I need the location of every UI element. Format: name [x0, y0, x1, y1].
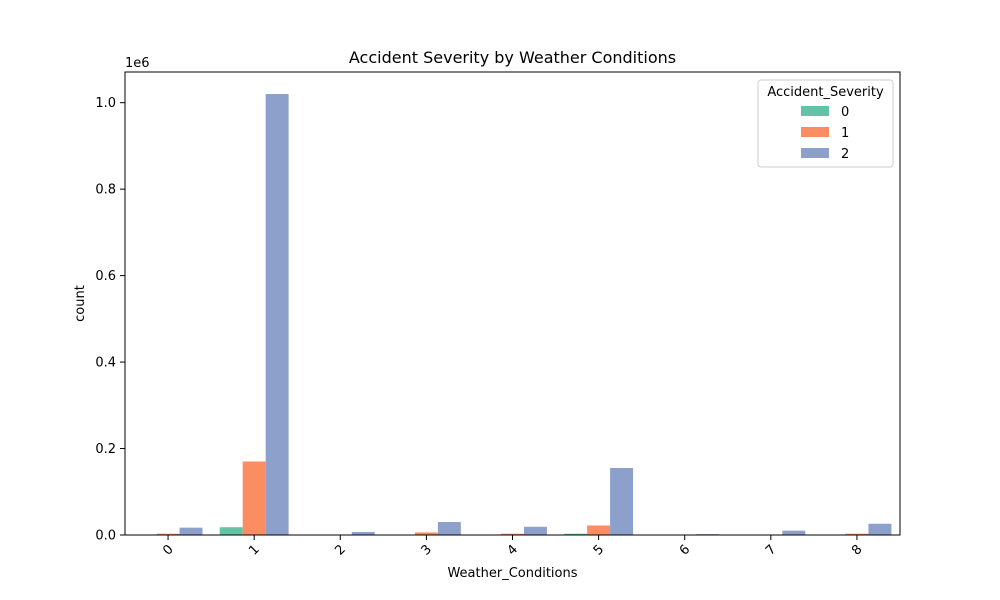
x-tick-label-6: 6 [677, 542, 693, 558]
bar-cat-5-severity-0 [564, 533, 588, 535]
legend-swatch-2 [801, 148, 829, 158]
bar-cat-2-severity-2 [351, 531, 375, 535]
x-tick-label-7: 7 [763, 542, 779, 558]
legend-items: 0 1 2 [801, 105, 849, 162]
legend-label-1: 1 [841, 126, 849, 141]
legend-label-0: 0 [841, 105, 849, 120]
y-ticks: 0.0 0.2 0.4 0.6 0.8 1.0 [95, 96, 125, 544]
plot-frame [124, 71, 901, 536]
y-axis-title: count [73, 285, 88, 322]
x-tick-label-0: 0 [160, 542, 176, 558]
bar-cat-8-severity-1 [845, 533, 869, 535]
x-tick-label-4: 4 [505, 542, 521, 558]
bar-cat-3-severity-2 [437, 522, 461, 535]
legend-swatch-0 [801, 106, 829, 116]
bar-cat-1-severity-1 [242, 461, 266, 535]
chart-title: Accident Severity by Weather Conditions [349, 48, 676, 67]
bars-group [133, 94, 892, 536]
legend-box [757, 79, 894, 168]
bar-cat-7-severity-2 [782, 530, 806, 535]
bar-cat-0-severity-2 [179, 527, 203, 535]
x-tick-label-8: 8 [849, 542, 865, 558]
legend: Accident_Severity 0 1 2 [757, 79, 894, 168]
bar-cat-8-severity-2 [868, 523, 892, 535]
y-tick-label: 0.0 [95, 529, 116, 544]
x-tick-label-3: 3 [419, 542, 435, 558]
legend-swatch-1 [801, 127, 829, 137]
bar-cat-1-severity-2 [265, 94, 289, 536]
x-ticks: 0 1 2 3 4 5 6 7 8 [160, 535, 866, 559]
y-offset-label: 1e6 [125, 56, 150, 71]
bar-cat-4-severity-1 [501, 533, 524, 535]
x-tick-label-1: 1 [246, 542, 262, 558]
bar-cat-4-severity-2 [523, 526, 547, 535]
x-axis-title: Weather_Conditions [447, 566, 577, 581]
bar-cat-1-severity-0 [219, 527, 243, 535]
y-tick-label: 0.6 [95, 269, 116, 284]
bar-cat-3-severity-1 [414, 532, 438, 535]
y-tick-label: 0.2 [95, 442, 116, 457]
bar-cat-5-severity-2 [610, 467, 634, 535]
y-tick-label: 1.0 [95, 96, 116, 111]
bar-cat-0-severity-1 [156, 533, 180, 535]
bar-cat-5-severity-1 [587, 525, 611, 535]
x-tick-label-5: 5 [591, 542, 607, 558]
legend-title: Accident_Severity [767, 85, 884, 100]
x-tick-label-2: 2 [332, 542, 348, 558]
legend-label-2: 2 [841, 147, 849, 162]
y-tick-label: 0.4 [95, 356, 116, 371]
y-tick-label: 0.8 [95, 183, 116, 198]
